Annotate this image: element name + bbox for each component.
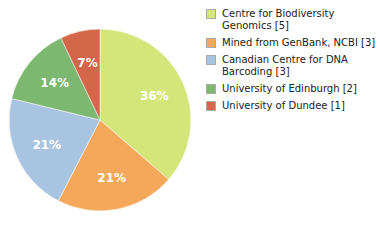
html-text:University of Dundee [1]: University of Dundee [1] [222, 100, 345, 111]
html-text:Centre for Biodiversity Genomi: Centre for Biodiversity Genomics [5] [222, 8, 335, 31]
svg-text:7%: 7% [77, 56, 97, 70]
svg-text:36%: 36% [140, 89, 169, 103]
html-text:Canadian Centre for DNA Barcod: Canadian Centre for DNA Barcoding [3] [222, 54, 348, 77]
svg-text:21%: 21% [32, 138, 61, 152]
html-text:University of Edinburgh [2]: University of Edinburgh [2] [222, 83, 357, 94]
svg-text:14%: 14% [40, 76, 69, 90]
svg-text:21%: 21% [97, 171, 126, 185]
html-text:Mined from GenBank, NCBI [3]: Mined from GenBank, NCBI [3] [222, 37, 376, 48]
